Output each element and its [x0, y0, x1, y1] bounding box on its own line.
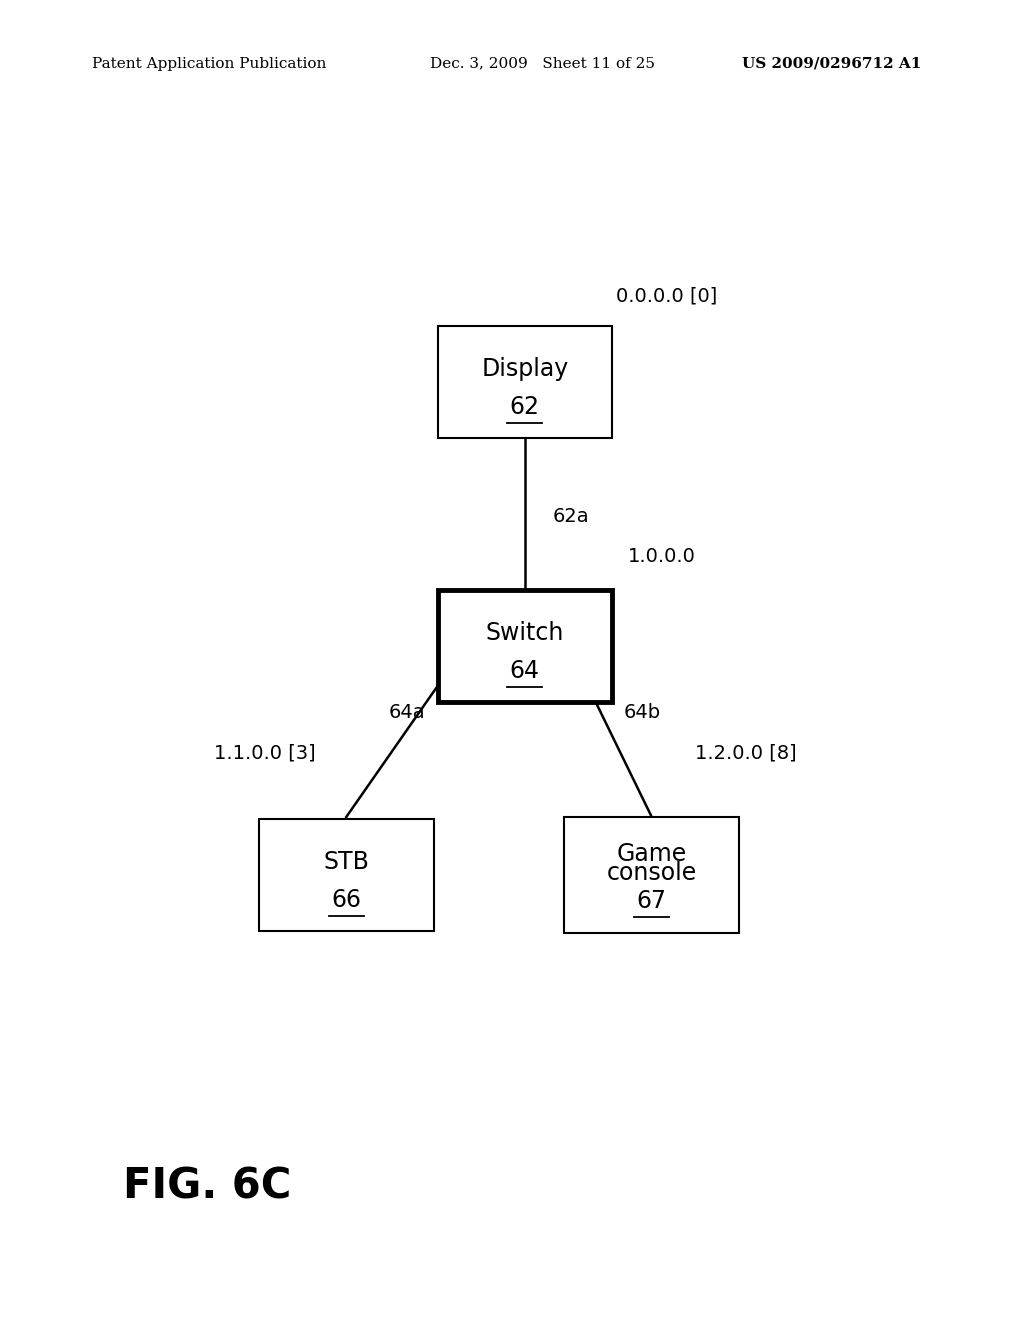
Text: Game: Game	[616, 842, 687, 866]
Text: 64b: 64b	[624, 702, 662, 722]
Text: STB: STB	[324, 850, 370, 874]
Bar	[437, 326, 612, 438]
Text: console: console	[606, 861, 697, 884]
Text: 64: 64	[510, 659, 540, 682]
Bar	[564, 817, 739, 933]
Text: Dec. 3, 2009   Sheet 11 of 25: Dec. 3, 2009 Sheet 11 of 25	[430, 57, 655, 71]
Text: 67: 67	[637, 888, 667, 912]
Text: Display: Display	[481, 356, 568, 380]
Text: 1.0.0.0: 1.0.0.0	[628, 548, 696, 566]
Bar	[437, 590, 612, 702]
Text: FIG. 6C: FIG. 6C	[123, 1166, 291, 1208]
Text: Patent Application Publication: Patent Application Publication	[92, 57, 327, 71]
Bar	[259, 818, 433, 931]
Text: 64a: 64a	[389, 702, 426, 722]
Text: 62: 62	[510, 395, 540, 418]
Text: 62a: 62a	[553, 507, 589, 525]
Text: 1.2.0.0 [8]: 1.2.0.0 [8]	[695, 743, 797, 763]
Text: 0.0.0.0 [0]: 0.0.0.0 [0]	[616, 286, 718, 305]
Text: 1.1.0.0 [3]: 1.1.0.0 [3]	[214, 743, 315, 763]
Text: Switch: Switch	[485, 620, 564, 645]
Text: 66: 66	[331, 887, 361, 912]
Text: US 2009/0296712 A1: US 2009/0296712 A1	[742, 57, 922, 71]
